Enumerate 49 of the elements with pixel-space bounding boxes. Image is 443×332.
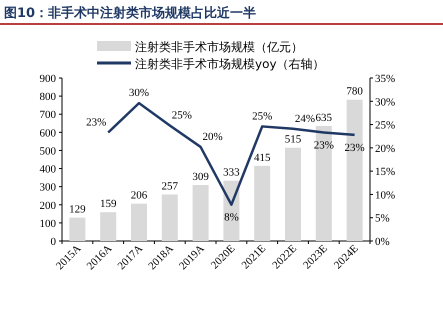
bar [346, 100, 363, 241]
data-label: 515 [284, 134, 302, 146]
y2-tick-label: 10% [375, 189, 396, 202]
y2-tick-label: 0% [375, 236, 390, 248]
y-tick-label: 900 [40, 73, 56, 85]
data-label: 30% [128, 87, 150, 100]
data-label: 20% [202, 130, 223, 143]
y2-tick-label: 20% [375, 142, 396, 155]
y2-tick-label: 30% [375, 96, 396, 108]
data-label: 129 [69, 204, 86, 216]
y2-tick-label: 5% [375, 212, 390, 225]
bar [192, 185, 209, 241]
bar [316, 126, 332, 241]
data-label: 309 [192, 171, 210, 184]
data-label: 257 [162, 180, 179, 192]
y2-tick-label: 35% [375, 73, 396, 85]
y-tick-label: 300 [40, 182, 56, 194]
y-tick-label: 200 [40, 200, 56, 212]
data-label: 23% [344, 142, 365, 154]
y2-tick-label: 15% [375, 166, 396, 178]
y-tick-label: 700 [40, 109, 56, 122]
y-tick-label: 800 [40, 91, 56, 104]
y-tick-label: 600 [40, 127, 56, 140]
data-label: 415 [254, 152, 271, 164]
data-label: 635 [316, 112, 333, 124]
data-label: 206 [130, 190, 148, 202]
y-tick-label: 0 [50, 236, 56, 248]
data-label: 159 [100, 198, 117, 210]
bar [284, 148, 302, 241]
data-label: 23% [86, 116, 106, 128]
data-label: 8% [224, 212, 239, 224]
title: 图10：非手术中注射类市场规模占比近一半 [4, 6, 256, 21]
bar [69, 218, 86, 241]
data-label: 24% [294, 112, 316, 125]
bar [100, 212, 116, 241]
legend-label: 注射类非手术市场规模（亿元） [135, 40, 303, 54]
y2-tick-label: 25% [375, 120, 396, 132]
bar [130, 204, 148, 241]
data-label: 25% [252, 110, 272, 122]
data-label: 780 [346, 86, 364, 98]
data-label: 23% [314, 139, 334, 152]
y-tick-label: 400 [40, 164, 56, 176]
y-tick-label: 500 [40, 145, 56, 158]
bar [254, 166, 270, 241]
data-label: 25% [172, 110, 192, 122]
legend-label: 注射类非手术市场规模yoy（右轴） [135, 57, 325, 71]
y-tick-label: 100 [40, 218, 56, 230]
data-label: 333 [223, 166, 240, 179]
bar [162, 194, 178, 241]
